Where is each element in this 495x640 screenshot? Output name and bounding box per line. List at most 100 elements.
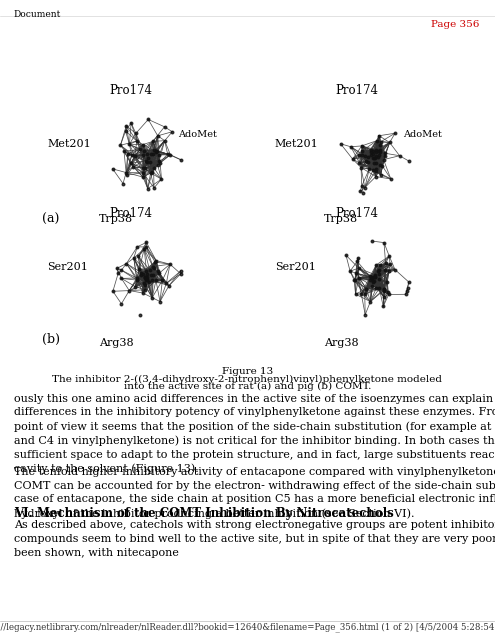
Point [383, 277, 391, 287]
Point [125, 139, 133, 149]
Text: Page 356: Page 356 [431, 20, 479, 29]
Point [372, 164, 380, 174]
Point [151, 257, 159, 267]
Point [139, 150, 147, 160]
Point [117, 299, 125, 309]
Point [143, 266, 150, 276]
Point [131, 151, 139, 161]
Text: Arg38: Arg38 [99, 338, 134, 348]
Point [405, 156, 413, 166]
Point [143, 275, 150, 285]
Point [368, 236, 376, 246]
Point [362, 284, 370, 294]
Point [149, 261, 157, 271]
Point [361, 151, 369, 161]
Point [386, 138, 394, 148]
Point [166, 259, 174, 269]
Point [122, 168, 130, 178]
Point [379, 301, 387, 312]
Point [116, 140, 124, 150]
Text: Document: Document [14, 10, 61, 19]
Point [342, 250, 350, 260]
Point [152, 255, 160, 266]
Point [368, 273, 376, 283]
Text: AdoMet: AdoMet [178, 130, 217, 139]
Point [372, 166, 380, 176]
Point [381, 151, 389, 161]
Point [120, 146, 128, 156]
Point [372, 151, 380, 161]
Point [140, 278, 148, 288]
Point [372, 172, 380, 182]
Point [160, 122, 168, 132]
Point [355, 273, 363, 283]
Point [123, 170, 131, 180]
Point [403, 286, 411, 296]
Text: Pro174: Pro174 [110, 84, 152, 97]
Point [357, 163, 365, 173]
Point [157, 174, 165, 184]
Point [148, 292, 156, 303]
Text: As described above, catechols with strong electronegative groups are potent inhi: As described above, catechols with stron… [14, 520, 495, 557]
Point [386, 259, 394, 269]
Point [380, 284, 388, 294]
Point [127, 158, 135, 168]
Point [375, 274, 383, 284]
Point [119, 179, 127, 189]
Point [141, 285, 148, 295]
Point [154, 266, 162, 276]
Text: (a): (a) [42, 212, 59, 225]
Point [144, 157, 151, 167]
Point [141, 273, 148, 284]
Point [372, 145, 380, 155]
Text: Trp38: Trp38 [324, 214, 358, 225]
Point [146, 277, 153, 287]
Point [152, 146, 160, 156]
Point [396, 150, 403, 161]
Point [375, 269, 383, 280]
Point [380, 292, 388, 302]
Point [124, 149, 132, 159]
Point [138, 268, 146, 278]
Point [377, 137, 385, 147]
Point [364, 157, 372, 167]
Point [391, 128, 399, 138]
Point [369, 146, 377, 156]
Point [141, 280, 149, 291]
Point [117, 273, 125, 284]
Point [387, 174, 395, 184]
Point [380, 284, 388, 294]
Point [143, 242, 150, 252]
Point [370, 153, 378, 163]
Point [366, 275, 374, 285]
Point [133, 136, 141, 146]
Point [376, 161, 384, 171]
Point [375, 131, 383, 141]
Point [355, 263, 363, 273]
Point [142, 156, 149, 166]
Point [148, 275, 156, 285]
Point [376, 145, 384, 155]
Point [142, 272, 149, 282]
Point [149, 145, 157, 155]
Point [380, 285, 388, 296]
Point [369, 272, 377, 282]
Point [405, 277, 413, 287]
Text: Met201: Met201 [275, 139, 318, 149]
Point [337, 139, 345, 149]
Point [369, 276, 377, 286]
Point [156, 157, 164, 168]
Point [149, 163, 157, 173]
Point [152, 275, 160, 285]
Point [385, 289, 393, 300]
Point [347, 141, 355, 152]
Text: Ser201: Ser201 [47, 262, 88, 272]
Text: The inhibitor 2-((3,4-dihydroxy-2-nitrophenyl)vinyl)phenylketone modeled: The inhibitor 2-((3,4-dihydroxy-2-nitrop… [52, 374, 443, 383]
Point [128, 150, 136, 161]
Point [368, 280, 376, 291]
Point [122, 121, 130, 131]
Point [357, 289, 365, 299]
Point [359, 188, 367, 198]
Point [372, 260, 380, 270]
Point [352, 268, 360, 278]
